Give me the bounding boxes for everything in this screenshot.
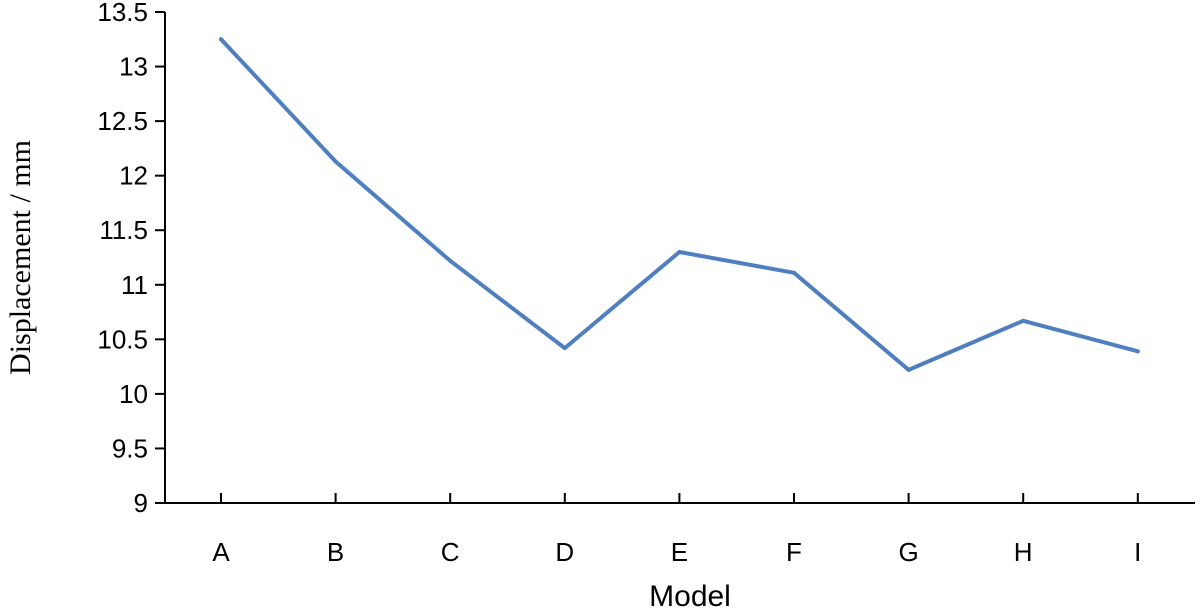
y-tick-label: 9.5: [112, 433, 148, 463]
data-point-G: [906, 367, 911, 372]
data-point-E: [677, 250, 682, 255]
x-tick-label: I: [1134, 537, 1141, 567]
y-tick-label: 13: [119, 52, 148, 82]
y-tick-label: 10: [119, 379, 148, 409]
data-point-D: [562, 346, 567, 351]
x-tick-label: H: [1014, 537, 1033, 567]
x-tick-label: D: [555, 537, 574, 567]
data-point-I: [1135, 349, 1140, 354]
y-tick-label: 13.5: [97, 0, 148, 27]
x-axis-ticks: A B C D E F G H I: [212, 493, 1141, 567]
data-point-C: [448, 258, 453, 263]
data-point-H: [1021, 318, 1026, 323]
x-tick-label: A: [212, 537, 230, 567]
x-tick-label: F: [786, 537, 802, 567]
data-point-A: [219, 37, 223, 42]
y-tick-label: 12: [119, 161, 148, 191]
y-axis-label: Displacement / mm: [4, 140, 37, 375]
data-point-B: [333, 159, 338, 164]
data-points: [219, 37, 1140, 372]
x-tick-label: B: [327, 537, 344, 567]
y-tick-label: 10.5: [97, 324, 148, 354]
x-tick-label: G: [898, 537, 918, 567]
y-tick-label: 9: [134, 488, 148, 518]
y-tick-label: 11.5: [99, 215, 148, 245]
data-series-line: [219, 37, 1140, 372]
y-axis-ticks: 9 9.5 10 10.5 11 11.5 12 12.5 13 13.5: [97, 0, 165, 518]
data-point-F: [792, 270, 796, 275]
x-tick-label: C: [441, 537, 460, 567]
x-tick-label: E: [671, 537, 688, 567]
y-tick-label: 11: [121, 270, 148, 300]
y-tick-label: 12.5: [97, 106, 148, 136]
x-axis-label: Model: [649, 580, 731, 613]
